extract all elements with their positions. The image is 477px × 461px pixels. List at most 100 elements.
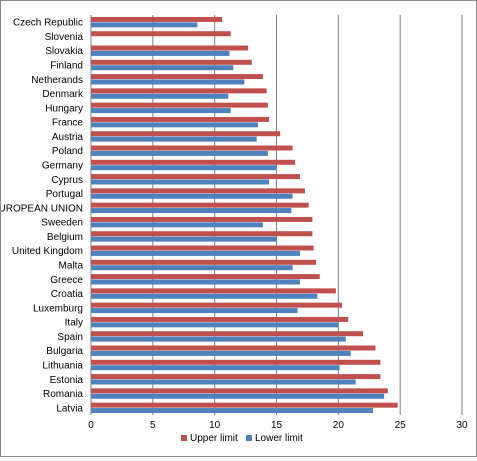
category-label-16: United Kingdom	[12, 246, 83, 257]
category-label-15: Belgium	[47, 232, 83, 243]
bar-upper-27	[91, 402, 398, 408]
category-label-13: EUROPEAN UNION	[1, 203, 83, 214]
bar-lower-22	[91, 336, 346, 342]
category-label-2: Slovakia	[45, 46, 83, 57]
legend: Upper limit Lower limit	[181, 433, 303, 444]
x-tick-label-6: 30	[456, 420, 468, 431]
category-label-27: Latvia	[56, 403, 83, 414]
category-label-17: Malta	[59, 261, 84, 272]
category-label-12: Portugal	[46, 189, 83, 200]
bar-upper-3	[91, 59, 252, 65]
category-label-25: Estonia	[50, 375, 84, 386]
bar-upper-20	[91, 302, 343, 308]
category-label-23: Bulgaria	[46, 346, 83, 357]
bar-lower-19	[91, 293, 318, 299]
category-label-14: Sweeden	[41, 218, 83, 229]
bar-upper-24	[91, 359, 381, 365]
bar-lower-14	[91, 222, 263, 228]
bar-upper-5	[91, 88, 267, 94]
bar-lower-11	[91, 179, 270, 185]
bar-lower-0	[91, 22, 198, 28]
category-label-4: Netherands	[31, 75, 83, 86]
bar-lower-9	[91, 150, 268, 156]
category-label-21: Italy	[65, 318, 83, 329]
bar-upper-7	[91, 116, 270, 122]
category-label-8: Austria	[52, 132, 84, 143]
bar-lower-24	[91, 365, 340, 371]
legend-label-1: Lower limit	[255, 433, 303, 444]
x-tick-label-2: 10	[209, 420, 221, 431]
bar-upper-10	[91, 159, 296, 165]
bar-upper-14	[91, 216, 313, 222]
bar-lower-17	[91, 265, 293, 271]
bar-upper-13	[91, 202, 309, 208]
category-label-19: Croatia	[51, 289, 84, 300]
bar-upper-16	[91, 245, 314, 251]
bar-lower-20	[91, 308, 298, 314]
category-labels: Czech Republic Slovenia Slovakia Finland Net…	[0, 18, 84, 415]
x-tick-label-3: 15	[271, 420, 283, 431]
bar-lower-21	[91, 322, 339, 328]
bar-upper-26	[91, 388, 388, 394]
category-label-22: Spain	[57, 332, 83, 343]
category-label-24: Lithuania	[42, 361, 83, 372]
bar-lower-6	[91, 108, 231, 114]
bar-upper-6	[91, 102, 268, 108]
bar-upper-8	[91, 131, 281, 137]
category-label-6: Hungary	[45, 103, 83, 114]
bar-lower-25	[91, 379, 356, 385]
legend-swatch-0	[181, 435, 187, 441]
category-label-5: Denmark	[42, 89, 84, 100]
bar-upper-2	[91, 45, 249, 51]
category-label-20: Luxemburg	[33, 303, 83, 314]
bar-lower-3	[91, 65, 234, 71]
bar-upper-12	[91, 188, 305, 194]
bar-upper-1	[91, 31, 231, 37]
bar-upper-0	[91, 16, 223, 22]
x-tick-labels: 0 5 10 15 20 25 30	[88, 420, 468, 431]
bar-lower-26	[91, 393, 385, 399]
x-tick-label-4: 20	[333, 420, 345, 431]
category-label-9: Poland	[52, 146, 83, 157]
bars	[91, 16, 398, 414]
category-label-1: Slovenia	[45, 32, 84, 43]
category-label-0: Czech Republic	[13, 18, 83, 29]
bar-upper-17	[91, 259, 317, 265]
category-label-11: Cyprus	[51, 175, 83, 186]
bar-lower-5	[91, 93, 229, 99]
bar-lower-12	[91, 193, 293, 199]
category-label-10: Germany	[42, 161, 83, 172]
bar-upper-11	[91, 174, 300, 180]
bar-lower-10	[91, 165, 277, 171]
bar-upper-22	[91, 331, 364, 337]
x-tick-label-1: 5	[150, 420, 156, 431]
bar-lower-13	[91, 208, 292, 214]
bar-upper-23	[91, 345, 376, 351]
bar-lower-7	[91, 122, 258, 128]
legend-label-0: Upper limit	[190, 433, 238, 444]
bar-lower-2	[91, 50, 230, 56]
bar-upper-4	[91, 74, 263, 80]
bar-upper-19	[91, 288, 336, 294]
category-label-18: Greece	[50, 275, 83, 286]
bar-lower-16	[91, 250, 300, 256]
bar-upper-25	[91, 374, 381, 380]
bar-lower-15	[91, 236, 277, 242]
bar-upper-18	[91, 274, 320, 280]
x-tick-label-5: 25	[395, 420, 407, 431]
bar-lower-4	[91, 79, 245, 85]
bar-lower-23	[91, 350, 351, 356]
category-label-3: Finland	[50, 61, 83, 72]
bar-upper-9	[91, 145, 293, 151]
x-tick-label-0: 0	[88, 420, 94, 431]
bar-lower-8	[91, 136, 257, 142]
legend-swatch-1	[246, 435, 252, 441]
category-label-7: France	[52, 118, 84, 129]
bar-lower-27	[91, 408, 373, 414]
bar-upper-21	[91, 316, 349, 322]
bar-upper-15	[91, 231, 313, 237]
bar-lower-18	[91, 279, 300, 285]
category-label-26: Romania	[43, 389, 83, 400]
